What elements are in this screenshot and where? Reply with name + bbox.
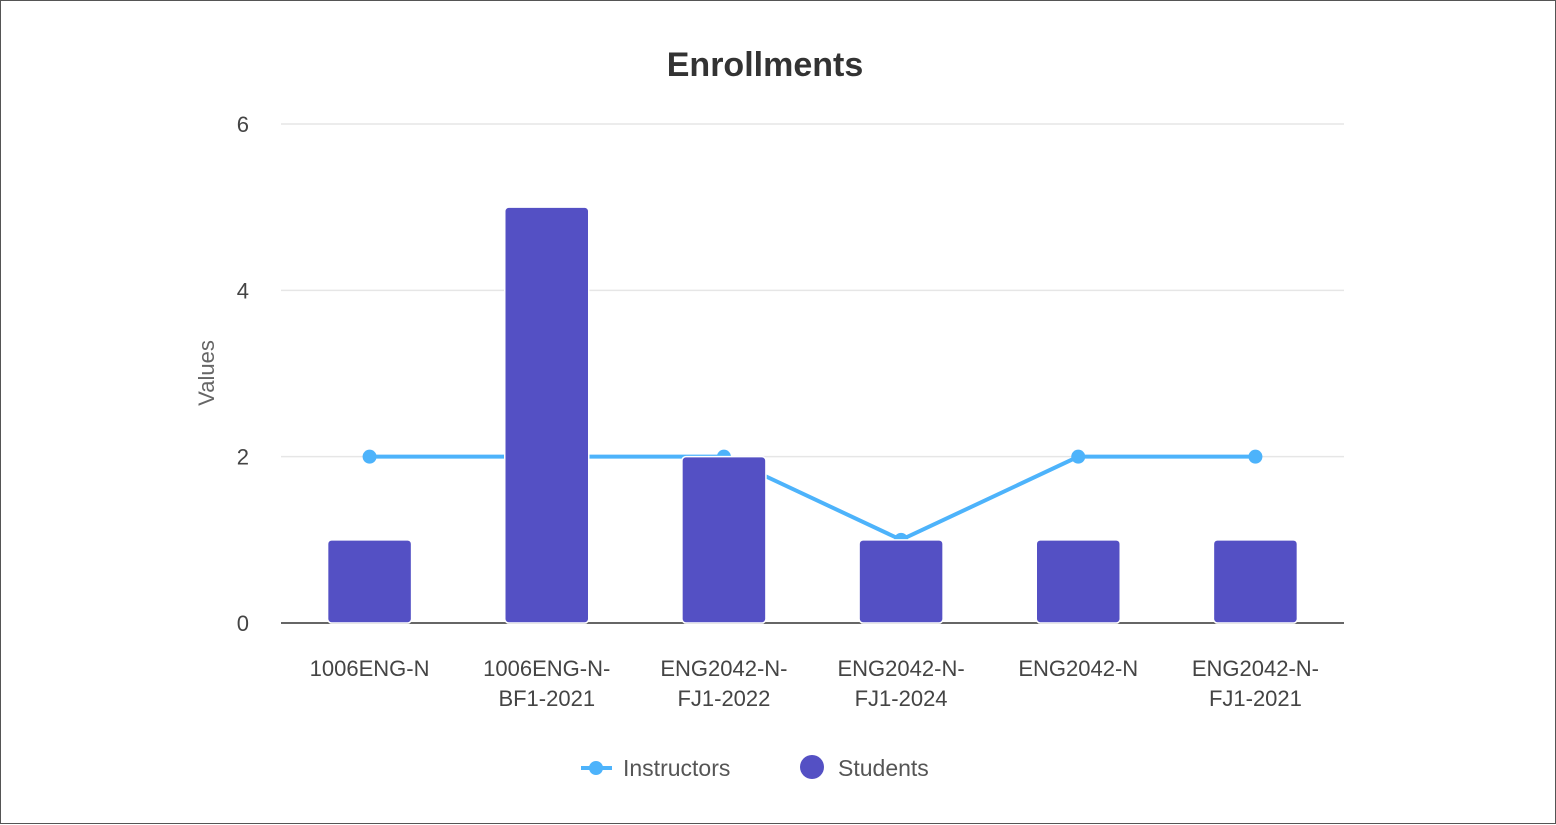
instructors-point[interactable] (1248, 449, 1263, 464)
x-tick-label: ENG2042-N- (838, 656, 965, 681)
students-bar[interactable] (504, 206, 590, 624)
y-tick-label: 0 (237, 611, 249, 636)
x-tick-label: 1006ENG-N (310, 656, 430, 681)
legend-item-instructors[interactable]: Instructors (581, 755, 730, 781)
instructors-point[interactable] (1071, 449, 1086, 464)
x-tick-label: ENG2042-N- (660, 656, 787, 681)
legend-item-students[interactable]: Students (800, 755, 929, 781)
y-axis-label: Values (194, 340, 219, 406)
students-bar[interactable] (326, 539, 413, 624)
x-tick-label: FJ1-2024 (855, 686, 948, 711)
students-bar[interactable] (681, 455, 767, 624)
legend-label: Students (838, 755, 929, 781)
students-bar[interactable] (1212, 539, 1299, 624)
x-tick-label: 1006ENG-N- (483, 656, 610, 681)
x-tick-label: ENG2042-N (1018, 656, 1138, 681)
chart-title: Enrollments (667, 46, 863, 84)
y-tick-label: 4 (237, 278, 249, 303)
legend-dot-icon (800, 755, 824, 779)
legend-label: Instructors (623, 755, 730, 781)
x-tick-label: FJ1-2021 (1209, 686, 1302, 711)
instructors-point[interactable] (362, 449, 377, 464)
instructors-line (369, 454, 1256, 543)
x-tick-label: BF1-2021 (498, 686, 595, 711)
y-tick-label: 6 (237, 112, 249, 137)
x-tick-label: FJ1-2022 (677, 686, 770, 711)
x-tick-label: ENG2042-N- (1192, 656, 1319, 681)
students-bar[interactable] (1035, 539, 1121, 624)
y-tick-label: 2 (237, 445, 249, 470)
students-bar[interactable] (858, 539, 944, 624)
legend-marker-icon (589, 761, 603, 775)
